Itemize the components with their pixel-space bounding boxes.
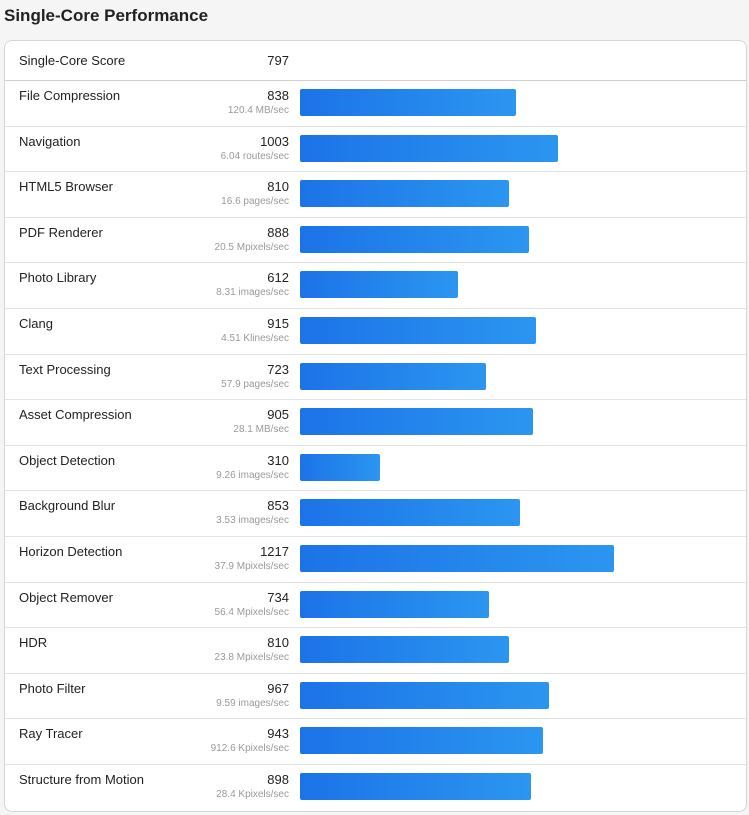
- benchmark-throughput: 912.6 Kpixels/sec: [210, 743, 289, 755]
- benchmark-row: Horizon Detection 1217 37.9 Mpixels/sec: [5, 537, 746, 583]
- benchmark-name: PDF Renderer: [19, 224, 103, 240]
- benchmark-bar: [300, 180, 509, 208]
- benchmark-row: Asset Compression 905 28.1 MB/sec: [5, 400, 746, 446]
- benchmark-row: File Compression 838 120.4 MB/sec: [5, 81, 746, 127]
- benchmark-bar: [300, 225, 529, 253]
- benchmark-bar: [300, 271, 458, 299]
- benchmark-row: Navigation 1003 6.04 routes/sec: [5, 127, 746, 173]
- benchmark-row: PDF Renderer 888 20.5 Mpixels/sec: [5, 218, 746, 264]
- benchmark-list: File Compression 838 120.4 MB/sec Navigatio…: [5, 81, 746, 811]
- benchmark-bar: [300, 453, 380, 481]
- benchmark-name: Photo Filter: [19, 680, 86, 696]
- benchmark-bar: [300, 316, 536, 344]
- benchmark-name: Background Blur: [19, 498, 116, 514]
- benchmark-score: 838: [267, 88, 289, 103]
- benchmark-bar: [300, 362, 486, 390]
- benchmark-throughput: 6.04 routes/sec: [220, 150, 289, 162]
- benchmark-throughput: 8.31 images/sec: [216, 287, 289, 299]
- benchmark-score: 734: [267, 589, 289, 605]
- benchmark-score: 810: [267, 635, 289, 651]
- benchmark-throughput: 23.8 Mpixels/sec: [214, 652, 289, 664]
- benchmark-name: HDR: [19, 635, 48, 651]
- benchmark-name: Asset Compression: [19, 407, 132, 423]
- benchmark-score: 310: [267, 452, 289, 468]
- benchmark-row: Clang 915 4.51 Klines/sec: [5, 309, 746, 355]
- benchmark-throughput: 16.6 pages/sec: [221, 196, 289, 208]
- benchmark-name: Object Detection: [19, 452, 116, 468]
- summary-label: Single-Core Score: [19, 53, 126, 68]
- benchmark-bar: [300, 590, 489, 618]
- benchmark-throughput: 20.5 Mpixels/sec: [214, 241, 289, 253]
- summary-row: Single-Core Score 797: [5, 41, 746, 81]
- benchmark-throughput: 9.26 images/sec: [216, 469, 289, 481]
- benchmark-throughput: 28.4 Kpixels/sec: [216, 788, 289, 800]
- benchmark-throughput: 4.51 Klines/sec: [221, 332, 289, 344]
- benchmark-name: Navigation: [19, 133, 81, 149]
- benchmark-name: Structure from Motion: [19, 771, 144, 787]
- benchmark-bar: [300, 499, 520, 527]
- benchmark-bar: [300, 544, 614, 572]
- benchmark-row: Ray Tracer 943 912.6 Kpixels/sec: [5, 719, 746, 765]
- benchmark-score: 612: [267, 270, 289, 286]
- benchmark-name: Clang: [19, 315, 53, 331]
- benchmark-row: Object Detection 310 9.26 images/sec: [5, 446, 746, 492]
- benchmark-score: 898: [267, 771, 289, 787]
- benchmark-throughput: 120.4 MB/sec: [227, 105, 289, 116]
- benchmark-score: 1003: [260, 133, 289, 149]
- benchmark-row: Background Blur 853 3.53 images/sec: [5, 491, 746, 537]
- benchmark-throughput: 28.1 MB/sec: [233, 424, 289, 436]
- benchmark-score: 967: [267, 680, 289, 696]
- page-title: Single-Core Performance: [4, 6, 209, 25]
- benchmark-bar: [300, 772, 531, 800]
- benchmark-score: 915: [267, 315, 289, 331]
- benchmark-bar: [300, 636, 509, 664]
- summary-score: 797: [267, 53, 289, 68]
- results-table: Single-Core Score 797 File Compression 83…: [4, 40, 747, 812]
- benchmark-row: HDR 810 23.8 Mpixels/sec: [5, 628, 746, 674]
- benchmark-name: HTML5 Browser: [19, 179, 113, 195]
- benchmark-throughput: 56.4 Mpixels/sec: [214, 606, 289, 618]
- benchmark-bar: [300, 681, 549, 709]
- benchmark-bar: [300, 134, 558, 162]
- benchmark-row: Text Processing 723 57.9 pages/sec: [5, 355, 746, 401]
- benchmark-name: Text Processing: [19, 361, 111, 377]
- benchmark-name: File Compression: [19, 88, 121, 103]
- benchmark-name: Photo Library: [19, 270, 97, 286]
- benchmark-score: 905: [267, 407, 289, 423]
- benchmark-row: Photo Filter 967 9.59 images/sec: [5, 674, 746, 720]
- benchmark-row: Structure from Motion 898 28.4 Kpixels/sec: [5, 765, 746, 811]
- benchmark-throughput: 9.59 images/sec: [216, 697, 289, 709]
- benchmark-row: Photo Library 612 8.31 images/sec: [5, 263, 746, 309]
- benchmark-score: 810: [267, 179, 289, 195]
- benchmark-score: 1217: [260, 543, 289, 559]
- benchmark-throughput: 3.53 images/sec: [216, 515, 289, 527]
- benchmark-score: 888: [267, 224, 289, 240]
- benchmark-throughput: 37.9 Mpixels/sec: [214, 560, 289, 572]
- benchmark-throughput: 57.9 pages/sec: [221, 378, 289, 390]
- benchmark-score: 943: [267, 726, 289, 742]
- benchmark-score: 723: [267, 361, 289, 377]
- benchmark-row: HTML5 Browser 810 16.6 pages/sec: [5, 172, 746, 218]
- benchmark-score: 853: [267, 498, 289, 514]
- benchmark-bar: [300, 89, 516, 116]
- benchmark-row: Object Remover 734 56.4 Mpixels/sec: [5, 583, 746, 629]
- benchmark-name: Object Remover: [19, 589, 113, 605]
- benchmark-name: Ray Tracer: [19, 726, 83, 742]
- benchmark-bar: [300, 727, 543, 755]
- benchmark-bar: [300, 408, 533, 436]
- benchmark-name: Horizon Detection: [19, 543, 123, 559]
